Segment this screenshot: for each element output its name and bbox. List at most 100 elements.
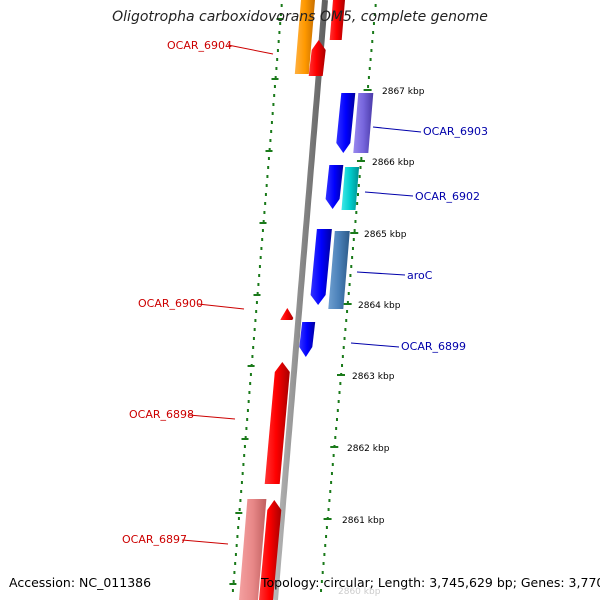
ring-dot	[262, 220, 265, 223]
map-labels: OCAR_6904 OCAR_6900 OCAR_6898 OCAR_6897 …	[122, 39, 488, 597]
outer-dotted-ring	[320, 4, 377, 592]
ring-dot	[267, 157, 270, 160]
gene-label-ocar-6897[interactable]: OCAR_6897	[122, 533, 187, 546]
gene-label-ocar-6900[interactable]: OCAR_6900	[138, 297, 203, 310]
ring-dot	[345, 319, 348, 322]
ring-dot	[338, 391, 341, 394]
ring-dot	[272, 103, 275, 106]
ring-dot	[356, 193, 359, 196]
ring-dot	[328, 499, 331, 502]
ring-dot	[320, 580, 323, 583]
ring-dot	[324, 544, 327, 547]
ring-dot	[244, 436, 247, 439]
ring-dot	[354, 220, 357, 223]
gene-ocar-6904-orange	[294, 0, 315, 74]
ring-dot	[246, 409, 249, 412]
ring-dot	[234, 562, 237, 565]
ring-dot	[352, 238, 355, 241]
ring-dot	[372, 22, 375, 25]
gene-label-ocar-6903[interactable]: OCAR_6903	[423, 125, 488, 138]
scale-label-2860: 2860 kbp	[338, 587, 381, 597]
scale-ticks	[323, 89, 372, 520]
ring-dot	[357, 184, 360, 187]
gene-label-ocar-6902[interactable]: OCAR_6902	[415, 190, 480, 203]
gene-ocar-6903	[353, 93, 374, 153]
ring-dot	[243, 454, 246, 457]
ring-dot	[367, 85, 370, 88]
gene-aroc	[328, 231, 350, 309]
ring-tick	[241, 438, 249, 440]
ring-dot	[264, 202, 267, 205]
ring-dot	[371, 40, 374, 43]
ring-dot	[370, 49, 373, 52]
gene-features	[239, 0, 374, 600]
ring-tick	[265, 150, 273, 152]
gene-label-ocar-6898[interactable]: OCAR_6898	[129, 408, 194, 421]
ring-dot	[320, 589, 323, 592]
scale-tick	[323, 518, 332, 520]
ring-dot	[259, 256, 262, 259]
ring-dot	[341, 364, 344, 367]
ring-dot	[336, 409, 339, 412]
gene-label-ocar-6904[interactable]: OCAR_6904	[167, 39, 232, 52]
ring-dot	[241, 472, 244, 475]
ring-dot	[356, 202, 359, 205]
gene-top-red	[329, 0, 345, 40]
ring-dot	[270, 121, 273, 124]
ring-dot	[235, 544, 238, 547]
ring-dot	[263, 211, 266, 214]
ring-dot	[264, 193, 267, 196]
ring-dot	[335, 418, 338, 421]
gene-aroc-blue	[310, 229, 332, 305]
ring-tick	[259, 222, 267, 224]
ring-dot	[335, 427, 338, 430]
accession-text: Accession: NC_011386	[9, 575, 152, 590]
scale-tick	[356, 160, 365, 162]
gene-label-ocar-6899[interactable]: OCAR_6899	[401, 340, 466, 353]
ring-dot	[236, 535, 239, 538]
scale-label-2867: 2867 kbp	[382, 87, 425, 97]
ring-dot	[261, 229, 264, 232]
leader-ocar-6898	[188, 414, 236, 420]
gene-ocar-6897-pink	[239, 499, 267, 600]
ring-dot	[279, 22, 282, 25]
leader-ocar-6899	[350, 342, 400, 348]
ring-dot	[350, 265, 353, 268]
ring-dot	[346, 310, 349, 313]
ring-dot	[252, 337, 255, 340]
ring-dot	[330, 472, 333, 475]
ring-dot	[266, 175, 269, 178]
gene-label-aroc[interactable]: aroC	[407, 269, 433, 282]
ring-dot	[277, 40, 280, 43]
gene-ocar-6902	[341, 167, 360, 210]
gene-ocar-6904	[308, 40, 326, 76]
ring-dot	[268, 148, 271, 151]
ring-dot	[247, 400, 250, 403]
leader-aroc	[356, 271, 406, 276]
ring-dot	[273, 94, 276, 97]
ring-dot	[321, 571, 324, 574]
ring-dot	[348, 283, 351, 286]
gene-ocar-6898	[264, 362, 290, 484]
ring-dot	[265, 184, 268, 187]
ring-dot	[332, 454, 335, 457]
ring-dot	[257, 283, 260, 286]
map-title: Oligotropha carboxidovorans OM5, complet…	[112, 9, 488, 25]
ring-dot	[276, 49, 279, 52]
scale-label-2866: 2866 kbp	[372, 158, 415, 168]
ring-dot	[251, 355, 254, 358]
ring-tick	[253, 294, 261, 296]
ring-dot	[367, 76, 370, 79]
ring-dot	[368, 67, 371, 70]
ring-tick	[229, 583, 237, 585]
ring-dot	[238, 508, 241, 511]
ring-dot	[273, 85, 276, 88]
scale-tick	[350, 232, 359, 234]
ring-dot	[233, 571, 236, 574]
ring-dot	[276, 58, 279, 61]
scale-label-2862: 2862 kbp	[347, 444, 390, 454]
gene-ocar-6899	[299, 322, 316, 357]
ring-dot	[274, 76, 277, 79]
